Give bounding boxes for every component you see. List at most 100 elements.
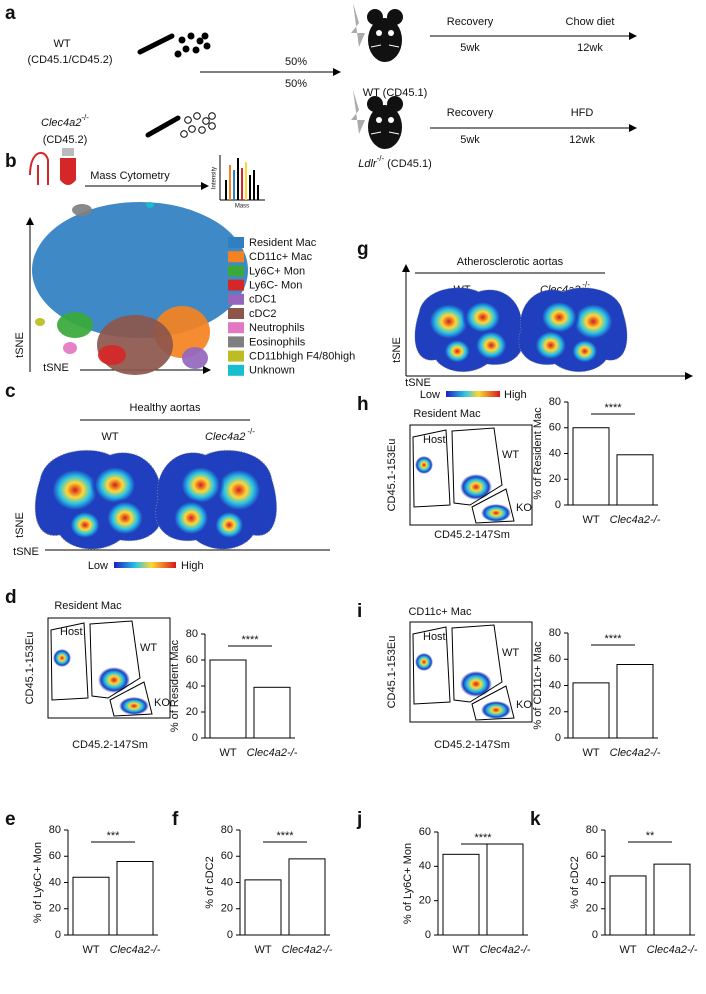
y-tick-label: 20 — [419, 895, 431, 907]
timeline-label: 12wk — [577, 42, 603, 54]
scale-label: Low — [88, 560, 108, 572]
legend-label: Ly6C- Mon — [249, 280, 302, 292]
x-tick-label: Clec4a2-/- — [610, 514, 661, 526]
timeline-label: HFD — [571, 107, 594, 119]
bar-chart: 0 20 40 60 80 % of Resident Mac WT Clec4a2-/- **… — [169, 628, 298, 759]
significance: ** — [646, 830, 655, 842]
cluster — [182, 347, 208, 369]
cluster — [63, 342, 77, 354]
y-tick-label: 80 — [49, 824, 61, 836]
y-axis-label: % of CD11c+ Mac — [532, 641, 544, 730]
panel-label: f — [172, 809, 179, 830]
y-tick-label: 80 — [186, 628, 198, 640]
y-axis-label: % of Resident Mac — [169, 639, 181, 732]
flow-plot-i: CD11c+ Mac Host WT KO CD45.1-153Eu CD45.… — [386, 606, 533, 751]
bar-chart: 0 20 40 60 80 % of cDC2 WT Clec4a2-/- ** — [569, 824, 698, 956]
panel-title: Atherosclerotic aortas — [457, 256, 564, 268]
bar-chart: 0 20 40 60 80 % of cDC2 WT Clec4a2-/- **** — [204, 824, 333, 956]
bar — [616, 664, 654, 739]
axis-label: CD45.2-147Sm — [72, 739, 148, 751]
spectrum-axis: Mass — [235, 204, 249, 210]
timeline-label: Chow diet — [566, 16, 615, 28]
x-tick-label: WT — [219, 747, 236, 759]
gate-label: WT — [502, 647, 519, 659]
legend-swatch — [228, 336, 244, 348]
y-tick-label: 0 — [555, 499, 561, 511]
y-tick-label: 0 — [192, 732, 198, 744]
gate-label: Host — [60, 626, 83, 638]
legend-swatch — [228, 364, 244, 376]
bar — [572, 682, 610, 739]
genotype: -/- — [582, 280, 590, 289]
y-tick-label: 80 — [221, 824, 233, 836]
timeline-label: 5wk — [460, 134, 480, 146]
panel-c: Healthy aortas WT Clec4a2 -/- tSNE tSNE L… — [13, 402, 330, 572]
axis-label: tSNE — [43, 362, 69, 374]
axis-label: tSNE — [405, 377, 431, 389]
recipient-label: WT (CD45.1) — [363, 87, 428, 99]
x-tick-label: Clec4a2-/- — [647, 944, 698, 956]
legend-swatch — [228, 265, 244, 277]
recipient-sub: (CD45.1) — [387, 158, 432, 170]
flow-plot-d: Resident Mac Host WT KO CD45.1-153Eu CD4… — [24, 600, 171, 751]
axis-label: CD45.1-153Eu — [386, 636, 398, 709]
axis-label: CD45.2-147Sm — [434, 529, 510, 541]
x-tick-label: WT — [254, 944, 271, 956]
recipient-label: Ldlr-/- (CD45.1) — [358, 154, 432, 170]
y-tick-label: 0 — [425, 929, 431, 941]
plot-title: CD11c+ Mac — [408, 606, 472, 618]
cluster — [72, 204, 92, 216]
timeline-label: Recovery — [447, 16, 494, 28]
gene: Ldlr — [358, 158, 378, 170]
y-tick-label: 40 — [221, 876, 233, 888]
gate-label: WT — [502, 449, 519, 461]
legend-swatch — [228, 350, 244, 362]
gene: Clec4a2 — [205, 431, 245, 443]
donor-label: WT — [53, 38, 70, 50]
ratio: 50% — [285, 56, 307, 68]
significance: **** — [604, 633, 622, 645]
bar-chart: 0 20 40 60 80 % of CD11c+ Mac WT Clec4a2-/- **** — [532, 627, 661, 759]
plot-title: Resident Mac — [54, 600, 122, 612]
bar — [253, 686, 291, 739]
y-tick-label: 20 — [549, 473, 561, 485]
bar — [209, 659, 247, 739]
bar — [72, 876, 110, 936]
y-tick-label: 20 — [586, 903, 598, 915]
bar — [572, 427, 610, 506]
donor-label: Clec4a2-/- — [41, 113, 89, 129]
legend-label: CD11bhigh F4/80high — [249, 351, 355, 363]
bar — [609, 875, 647, 936]
ratio: 50% — [285, 78, 307, 90]
y-tick-label: 60 — [419, 826, 431, 838]
panel-label: i — [357, 601, 362, 622]
legend-label: CD11c+ Mac — [249, 251, 313, 263]
cluster — [146, 202, 154, 208]
y-tick-label: 0 — [592, 929, 598, 941]
y-tick-label: 20 — [49, 903, 61, 915]
y-tick-label: 40 — [586, 876, 598, 888]
legend-swatch — [228, 308, 244, 319]
bar — [442, 853, 480, 936]
y-tick-label: 40 — [549, 679, 561, 691]
y-tick-label: 40 — [419, 860, 431, 872]
axis-label: CD45.2-147Sm — [434, 739, 510, 751]
x-tick-label: WT — [582, 747, 599, 759]
panel-a: WT (CD45.1/CD45.2) Clec4a2-/- (CD45.2) 5… — [28, 2, 637, 170]
legend-swatch — [228, 293, 244, 305]
y-tick-label: 20 — [549, 706, 561, 718]
y-tick-label: 60 — [549, 422, 561, 434]
y-tick-label: 20 — [186, 706, 198, 718]
x-tick-label: WT — [619, 944, 636, 956]
x-tick-label: Clec4a2-/- — [110, 944, 161, 956]
significance: *** — [107, 830, 121, 842]
group-label: WT — [101, 431, 118, 443]
panel-label: g — [357, 239, 369, 260]
spectrum-axis: Intensity — [212, 167, 218, 189]
y-tick-label: 0 — [555, 732, 561, 744]
y-axis-label: % of Ly6C+ Mon — [32, 842, 44, 923]
legend-swatch — [228, 237, 244, 248]
legend-label: Resident Mac — [249, 237, 317, 249]
